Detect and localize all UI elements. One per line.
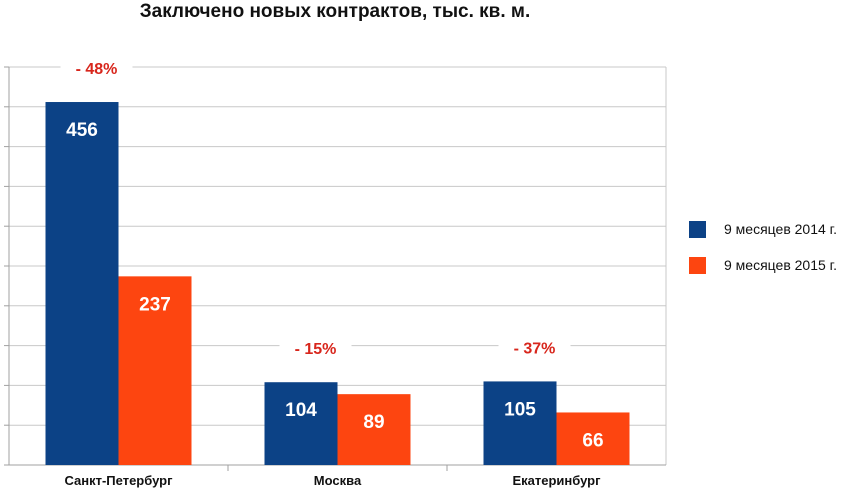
change-label-bg <box>498 336 571 361</box>
value-label-series-2014-0: 456 <box>66 120 98 141</box>
chart-title: Заключено новых контрактов, тыс. кв. м. <box>139 1 531 22</box>
x-tick-label-0: Санкт-Петербург <box>64 473 173 488</box>
x-tick-label-1: Москва <box>314 473 362 488</box>
legend: 9 месяцев 2014 г. 9 месяцев 2015 г. <box>689 221 837 274</box>
legend-label-series-2015: 9 месяцев 2015 г. <box>724 257 837 273</box>
bar-series-2015-0 <box>118 276 192 465</box>
legend-swatch-series-2014 <box>689 221 706 238</box>
value-label-series-2014-2: 105 <box>504 399 536 420</box>
bar-series-2014-2 <box>483 381 557 465</box>
bar-series-2015-1 <box>337 394 411 465</box>
legend-swatch-series-2015 <box>689 257 706 274</box>
labels: 456 237 Санкт-Петербург - 48% 104 89 Москва - 1… <box>60 57 604 488</box>
value-label-series-2015-1: 89 <box>363 412 384 433</box>
value-label-series-2015-0: 237 <box>139 294 171 315</box>
bars <box>45 102 630 466</box>
value-label-series-2015-2: 66 <box>582 430 603 451</box>
change-label-bg <box>60 57 133 82</box>
bar-series-2014-1 <box>264 382 338 465</box>
value-label-series-2014-1: 104 <box>285 400 317 421</box>
x-tick-label-2: Екатеринбург <box>512 473 601 488</box>
bar-series-2015-2 <box>556 412 630 465</box>
change-label-0: - 48% <box>76 61 118 78</box>
legend-label-series-2014: 9 месяцев 2014 г. <box>724 221 837 237</box>
change-label-bg <box>279 337 352 362</box>
change-label-1: - 15% <box>295 341 337 358</box>
change-label-2: - 37% <box>514 340 556 357</box>
bar-series-2014-0 <box>45 102 119 466</box>
